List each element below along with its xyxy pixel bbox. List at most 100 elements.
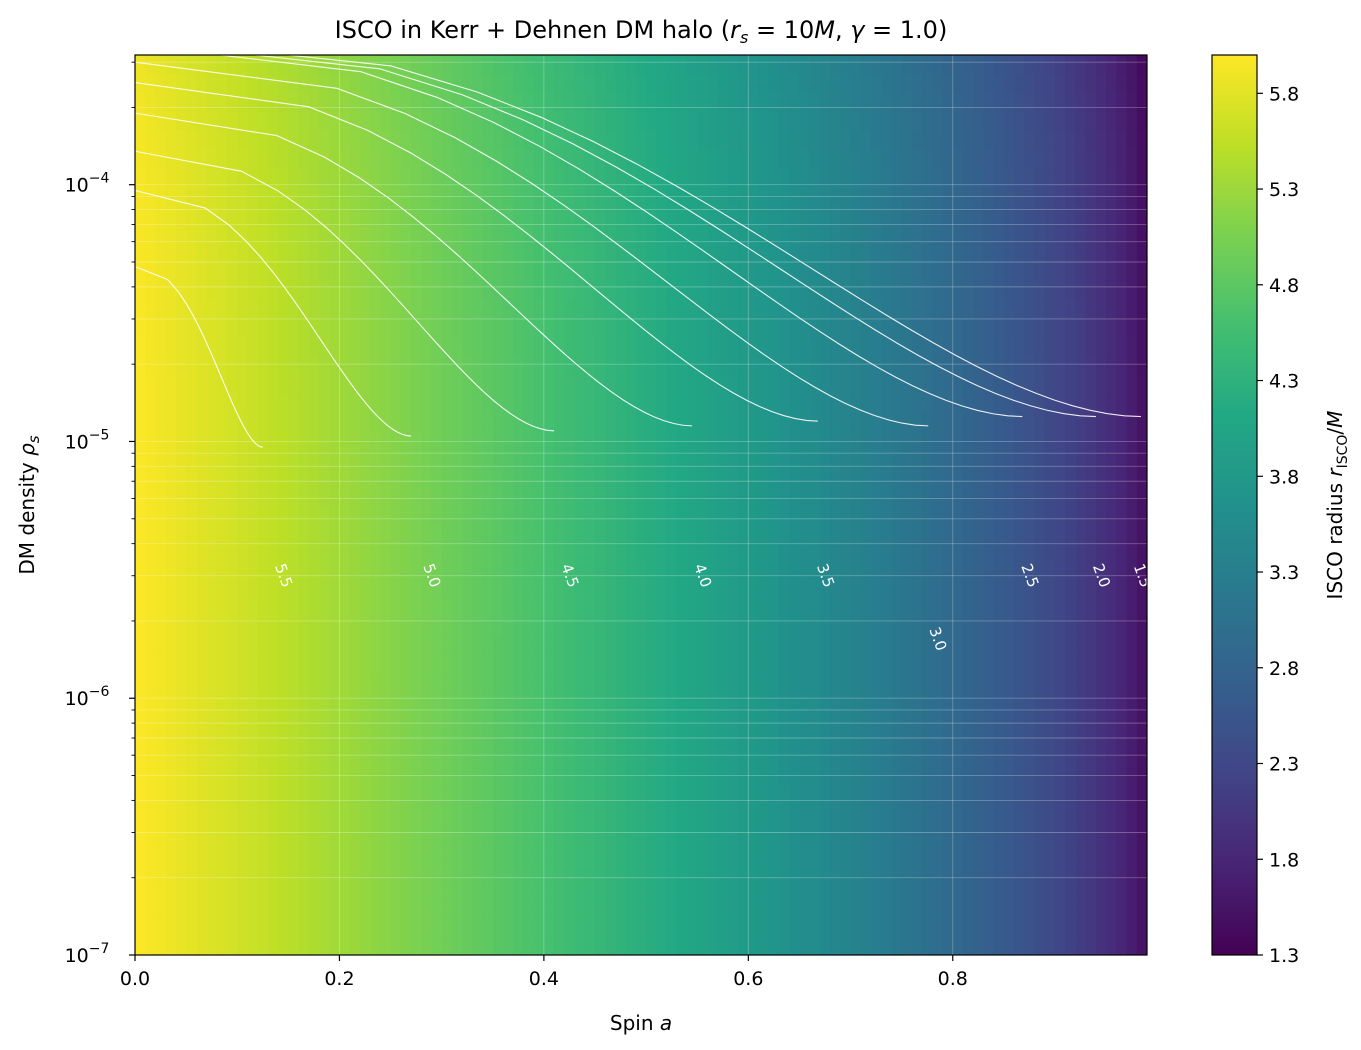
- heatmap-cell: [1126, 261, 1138, 281]
- heatmap-cell: [451, 692, 463, 712]
- heatmap-cell: [175, 505, 187, 525]
- heatmap-cell: [819, 355, 831, 375]
- heatmap-cell: [840, 580, 852, 600]
- heatmap-cell: [1055, 692, 1066, 712]
- heatmap-cell: [196, 711, 208, 731]
- heatmap-cell: [656, 486, 668, 506]
- heatmap-cell: [267, 636, 279, 656]
- heatmap-cell: [830, 692, 841, 712]
- heatmap-cell: [809, 673, 821, 694]
- heatmap-cell: [952, 92, 964, 112]
- heatmap-cell: [308, 55, 320, 75]
- heatmap-cell: [329, 823, 341, 844]
- heatmap-cell: [840, 317, 852, 337]
- heatmap-cell: [431, 467, 443, 487]
- heatmap-cell: [267, 186, 279, 206]
- heatmap-cell: [1136, 242, 1147, 262]
- heatmap-cell: [942, 917, 954, 937]
- heatmap-cell: [911, 505, 923, 525]
- heatmap-cell: [727, 223, 739, 244]
- heatmap-cell: [543, 692, 555, 712]
- heatmap-cell: [676, 861, 688, 881]
- heatmap-cell: [543, 242, 555, 262]
- heatmap-cell: [216, 805, 228, 825]
- heatmap-cell: [145, 486, 157, 506]
- heatmap-cell: [186, 655, 197, 675]
- heatmap-cell: [911, 373, 923, 394]
- heatmap-cell: [196, 167, 208, 187]
- heatmap-cell: [646, 111, 657, 131]
- heatmap-cell: [973, 223, 985, 244]
- heatmap-cell: [278, 336, 289, 356]
- heatmap-cell: [768, 748, 780, 769]
- heatmap-cell: [1014, 355, 1025, 375]
- heatmap-cell: [687, 111, 698, 131]
- heatmap-cell: [411, 186, 422, 206]
- heatmap-cell: [983, 561, 995, 581]
- heatmap-cell: [1095, 692, 1107, 712]
- heatmap-cell: [1106, 505, 1117, 525]
- heatmap-cell: [390, 636, 402, 656]
- heatmap-cell: [216, 130, 228, 150]
- heatmap-cell: [850, 430, 862, 450]
- heatmap-cell: [462, 636, 473, 656]
- heatmap-cell: [554, 805, 565, 825]
- heatmap-cell: [513, 336, 525, 356]
- heatmap-cell: [288, 580, 300, 600]
- heatmap-cell: [809, 298, 821, 319]
- heatmap-cell: [911, 430, 923, 450]
- heatmap-cell: [247, 298, 259, 319]
- heatmap-cell: [748, 767, 760, 787]
- heatmap-cell: [513, 542, 525, 562]
- heatmap-cell: [809, 467, 821, 487]
- heatmap-cell: [492, 598, 504, 619]
- heatmap-cell: [237, 842, 249, 862]
- heatmap-cell: [482, 936, 494, 955]
- heatmap-cell: [646, 823, 657, 844]
- heatmap-cell: [574, 92, 586, 112]
- heatmap-cell: [513, 861, 525, 881]
- heatmap-cell: [871, 692, 882, 712]
- heatmap-cell: [840, 486, 852, 506]
- heatmap-cell: [1044, 430, 1056, 450]
- heatmap-cell: [421, 861, 433, 881]
- heatmap-cell: [911, 711, 923, 731]
- heatmap-cell: [983, 205, 995, 225]
- heatmap-cell: [687, 355, 698, 375]
- heatmap-cell: [421, 580, 433, 600]
- heatmap-cell: [492, 636, 504, 656]
- heatmap-cell: [717, 411, 729, 431]
- heatmap-cell: [799, 917, 811, 937]
- heatmap-cell: [380, 73, 392, 94]
- heatmap-cell: [492, 523, 504, 544]
- heatmap-cell: [574, 448, 586, 469]
- heatmap-cell: [1126, 336, 1138, 356]
- heatmap-cell: [1044, 880, 1056, 900]
- heatmap-cell: [288, 598, 300, 619]
- heatmap-cell: [952, 936, 964, 955]
- heatmap-cell: [727, 111, 739, 131]
- heatmap-cell: [421, 730, 433, 750]
- heatmap-cell: [492, 898, 504, 919]
- heatmap-cell: [871, 373, 882, 394]
- heatmap-cell: [768, 617, 780, 637]
- heatmap-cell: [584, 561, 596, 581]
- heatmap-cell: [1055, 842, 1066, 862]
- heatmap-cell: [830, 580, 841, 600]
- heatmap-cell: [860, 242, 872, 262]
- heatmap-cell: [707, 186, 719, 206]
- heatmap-cell: [697, 936, 709, 955]
- heatmap-cell: [942, 373, 954, 394]
- heatmap-cell: [175, 298, 187, 319]
- heatmap-cell: [1044, 917, 1056, 937]
- heatmap-cell: [155, 880, 167, 900]
- heatmap-cell: [462, 336, 473, 356]
- heatmap-cell: [237, 430, 249, 450]
- heatmap-cell: [1024, 261, 1036, 281]
- heatmap-cell: [1136, 167, 1147, 187]
- heatmap-cell: [727, 130, 739, 150]
- heatmap-cell: [1136, 861, 1147, 881]
- heatmap-cell: [1106, 767, 1117, 787]
- heatmap-cell: [206, 55, 218, 75]
- heatmap-cell: [1095, 880, 1107, 900]
